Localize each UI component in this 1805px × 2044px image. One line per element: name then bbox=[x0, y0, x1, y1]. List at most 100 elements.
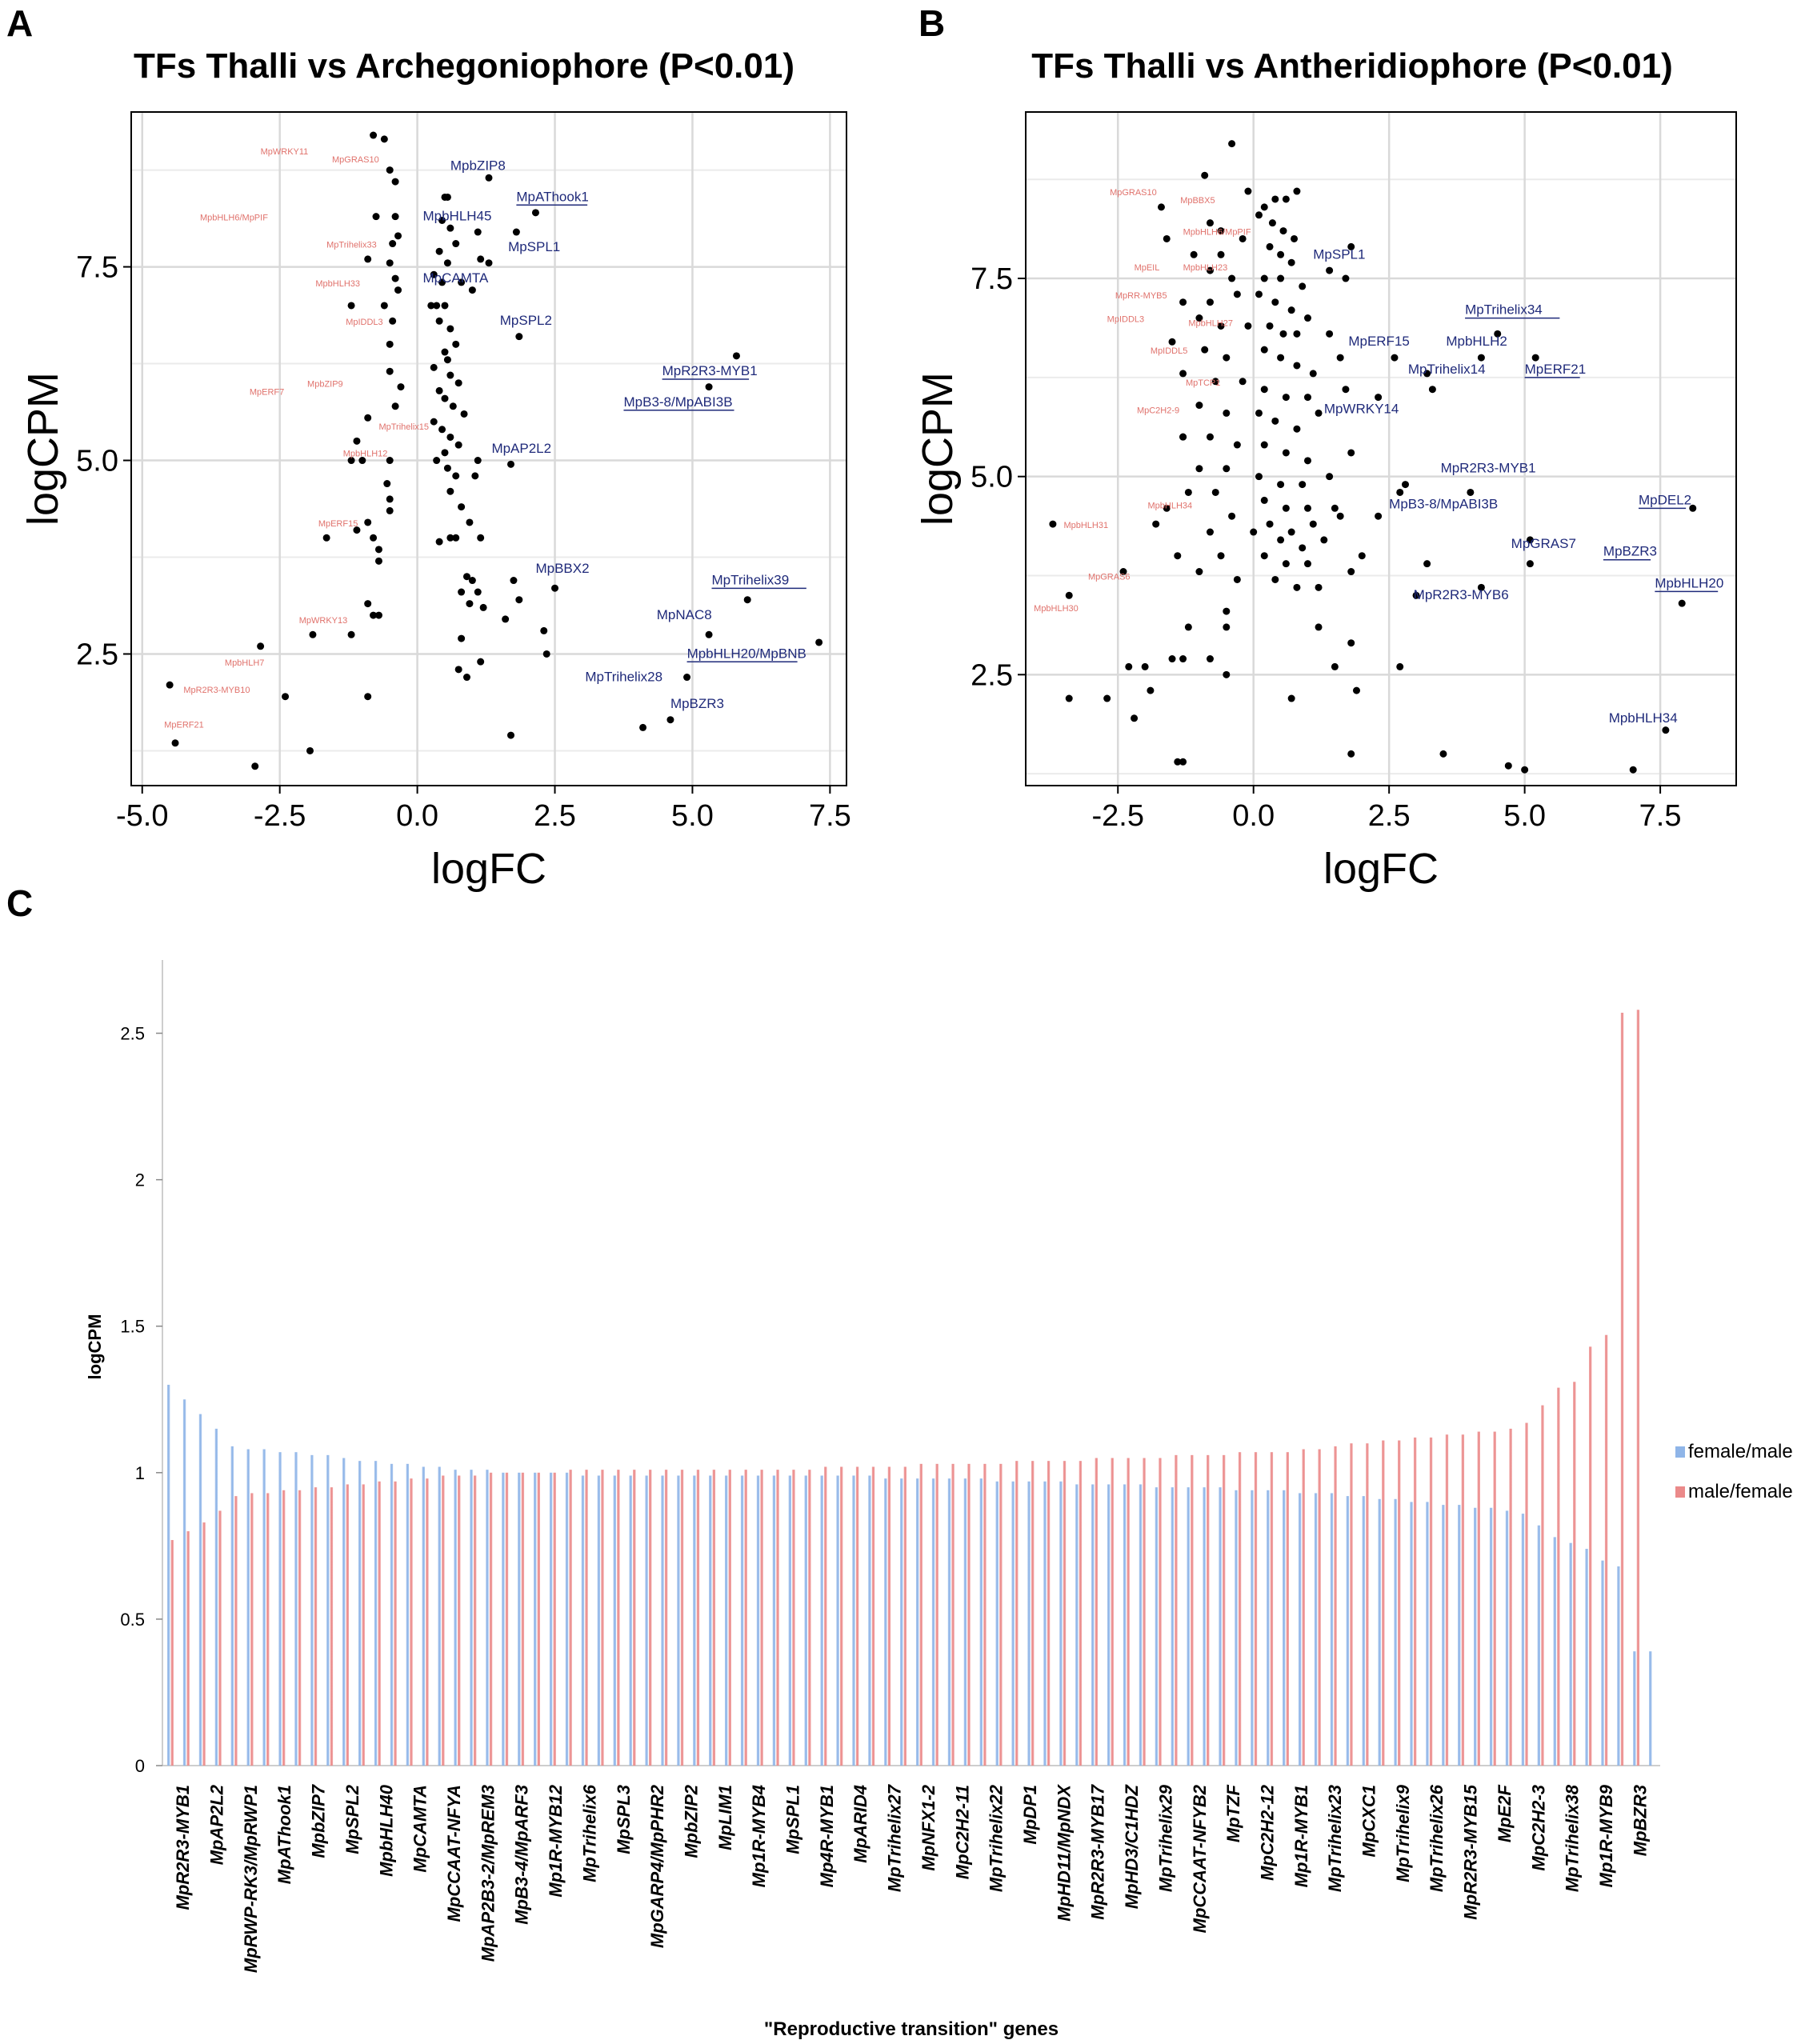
data-point bbox=[1271, 575, 1279, 583]
bar-female-male bbox=[1107, 1484, 1111, 1766]
point-annotation: MpTrihelix39 bbox=[712, 572, 790, 587]
data-point bbox=[1282, 195, 1290, 203]
data-point bbox=[1152, 520, 1160, 528]
data-point bbox=[458, 634, 466, 642]
data-point bbox=[1211, 378, 1219, 386]
plot-frame bbox=[130, 111, 847, 786]
bar-male-female bbox=[1063, 1461, 1067, 1766]
bar-male-female bbox=[1413, 1437, 1417, 1766]
data-point bbox=[1279, 330, 1287, 338]
data-point bbox=[1342, 386, 1350, 394]
data-point bbox=[1244, 187, 1252, 195]
bar-female-male bbox=[915, 1478, 919, 1766]
bar-male-female bbox=[871, 1466, 875, 1766]
data-point bbox=[1244, 322, 1252, 330]
data-point bbox=[438, 216, 446, 224]
data-point bbox=[1331, 662, 1339, 670]
data-point bbox=[374, 546, 382, 554]
y-tick-label: 2.5 bbox=[971, 658, 1013, 692]
data-point bbox=[1260, 441, 1268, 449]
bar-male-female bbox=[1620, 1012, 1624, 1766]
category-label: MpTrihelix29 bbox=[1155, 1784, 1175, 1892]
data-point bbox=[1223, 607, 1231, 615]
data-point bbox=[435, 317, 443, 325]
bar-male-female bbox=[728, 1470, 731, 1766]
plot-frame bbox=[1025, 111, 1737, 786]
bar-female-male bbox=[852, 1475, 855, 1766]
category-label: MpSPL2 bbox=[342, 1784, 362, 1854]
category-label: Mp1R-MYB4 bbox=[749, 1785, 769, 1887]
y-tick-label: 7.5 bbox=[971, 262, 1013, 296]
data-point bbox=[446, 325, 454, 333]
data-point bbox=[452, 472, 460, 480]
point-annotation: MpR2R3-MYB6 bbox=[1414, 587, 1509, 602]
data-point bbox=[386, 495, 394, 503]
data-point bbox=[386, 166, 394, 174]
data-point bbox=[386, 340, 394, 348]
data-point bbox=[1228, 274, 1236, 282]
category-label: MpC2H2-12 bbox=[1257, 1784, 1277, 1881]
x-tick-label: -5.0 bbox=[116, 799, 168, 833]
data-point bbox=[551, 584, 559, 592]
category-label: MpCXC1 bbox=[1359, 1785, 1379, 1857]
point-annotation: MpERF15 bbox=[318, 519, 358, 529]
chart-title-b: TFs Thalli vs Antheridiophore (P<0.01) bbox=[1031, 46, 1673, 86]
bar-male-female bbox=[1493, 1431, 1496, 1766]
point-annotation: MpTCP1 bbox=[1186, 378, 1220, 388]
x-tick-label: 2.5 bbox=[1368, 799, 1411, 833]
data-point bbox=[462, 573, 470, 581]
category-label: MpCCAAT-NFYB2 bbox=[1190, 1784, 1210, 1933]
data-point bbox=[1662, 726, 1670, 734]
data-point bbox=[322, 534, 330, 542]
point-annotation: MpGRAS6 bbox=[1088, 572, 1131, 582]
data-point bbox=[358, 457, 366, 465]
data-point bbox=[386, 259, 394, 267]
y-tick-label: 5.0 bbox=[971, 461, 1013, 494]
data-point bbox=[1239, 234, 1247, 242]
bar-male-female bbox=[1382, 1440, 1385, 1766]
data-point bbox=[1287, 694, 1295, 702]
data-point bbox=[531, 209, 539, 217]
bar-male-female bbox=[1461, 1434, 1465, 1766]
data-point bbox=[1260, 274, 1268, 282]
data-point bbox=[251, 762, 259, 770]
bar-female-male bbox=[486, 1470, 489, 1766]
y-tick-label: 1 bbox=[135, 1463, 145, 1483]
data-point bbox=[1174, 758, 1182, 766]
data-point bbox=[347, 630, 355, 638]
bar-male-female bbox=[1015, 1461, 1019, 1766]
bar-female-male bbox=[756, 1475, 760, 1766]
category-label: MpbHLH40 bbox=[376, 1784, 396, 1877]
bar-female-male bbox=[931, 1478, 935, 1766]
panel-letter-a: A bbox=[6, 2, 34, 44]
point-annotation: MpBBX5 bbox=[1180, 196, 1215, 206]
point-annotation: MpDEL2 bbox=[1639, 492, 1691, 507]
category-label: Mp1R-MYB9 bbox=[1596, 1784, 1616, 1887]
data-point bbox=[1206, 433, 1214, 441]
point-annotation: MpAThook1 bbox=[516, 189, 588, 204]
point-annotation: MpAP2L2 bbox=[491, 441, 551, 456]
data-point bbox=[166, 681, 174, 689]
bar-female-male bbox=[549, 1472, 553, 1766]
category-label: MpCCAAT-NFYA bbox=[444, 1785, 464, 1922]
bar-female-male bbox=[1346, 1496, 1350, 1766]
bar-female-male bbox=[947, 1478, 951, 1766]
data-point bbox=[1223, 465, 1231, 473]
y-tick-label: 2.5 bbox=[120, 1024, 145, 1044]
point-annotation: MpbHLH12 bbox=[343, 450, 388, 459]
point-annotation: MpbHLH31 bbox=[1063, 521, 1108, 530]
x-axis-title: logFC bbox=[431, 845, 546, 893]
bar-male-female bbox=[649, 1470, 652, 1766]
x-tick-label: -2.5 bbox=[254, 799, 306, 833]
data-point bbox=[446, 534, 454, 542]
category-label: MpHD11/MpNDX bbox=[1054, 1784, 1074, 1922]
data-point bbox=[477, 255, 485, 263]
point-annotation: MpbHLH30 bbox=[1034, 604, 1079, 614]
bar-female-male bbox=[645, 1475, 648, 1766]
bar-male-female bbox=[298, 1490, 302, 1766]
bar-male-female bbox=[617, 1470, 620, 1766]
point-annotation: MpbHLH45 bbox=[422, 208, 491, 223]
data-point bbox=[443, 464, 451, 472]
bar-female-male bbox=[724, 1475, 728, 1766]
data-point bbox=[1201, 346, 1209, 354]
